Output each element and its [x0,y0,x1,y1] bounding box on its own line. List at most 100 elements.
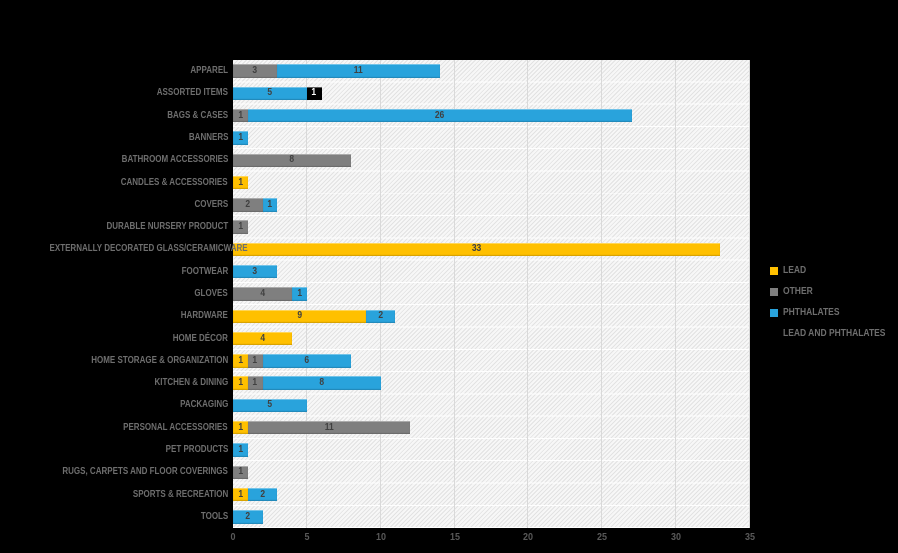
bar-segment-phthalates: 1 [233,443,248,457]
bar-segment-lead: 1 [233,376,248,390]
value-label: 3 [252,265,258,277]
bar-segment-lead: 1 [233,354,248,368]
bar-segment-lead: 1 [233,175,248,190]
value-label: 33 [471,243,482,255]
category-label-text: DURABLE NURSERY PRODUCT [106,221,228,233]
gridline-x-20 [527,60,528,528]
category-label-text: TOOLS [200,510,228,522]
bar-segment-phthalates: 5 [233,398,307,413]
category-label-text: APPAREL [190,65,228,77]
bar-segment-other: 1 [233,108,248,123]
value-label: 2 [378,310,384,322]
bar-segment-lead: 9 [233,309,366,324]
legend-item-other: OTHER [770,282,898,303]
value-label: 1 [238,221,243,233]
bar-row: 8 [233,153,352,168]
bar-segment-lead: 4 [233,331,293,346]
category-label-text: HOME STORAGE & ORGANIZATION [90,354,228,366]
value-label: 6 [304,354,310,366]
bar-segment-lead-and-phthalates: 1 [306,86,322,101]
value-label: 1 [311,87,317,99]
x-axis-tick-label: 25 [597,532,608,543]
bar-row: 1 [233,220,248,234]
category-label: BATHROOM ACCESSORIES [0,155,228,165]
bar-segment-other: 3 [233,64,278,78]
bar-segment-other: 2 [233,198,263,212]
category-label-text: FOOTWEAR [181,265,228,277]
value-label: 1 [297,288,302,299]
category-label: BAGS & CASES [0,110,228,121]
bar-row: 1 26 [233,108,632,123]
bar-row: 1 [233,131,248,145]
value-label: 5 [267,87,273,99]
value-label: 5 [267,399,273,411]
category-label: ASSORTED ITEMS [0,88,228,98]
category-label: EXTERNALLY DECORATED GLASS/CERAMICWARE [0,244,248,254]
x-axis-tick-label: 5 [304,532,310,543]
category-label: BANNERS [0,133,228,143]
value-label: 2 [260,488,265,500]
value-label: 1 [238,444,243,455]
bar-row: 3 11 [233,64,440,78]
bar-segment-phthalates: 2 [365,309,396,324]
bar-segment-phthalates: 6 [262,354,352,368]
bar-row: 5 [233,398,307,413]
x-axis-tick-label: 20 [523,532,534,543]
category-label-text: BANNERS [188,132,228,143]
bar-segment-other: 11 [247,420,411,435]
legend-label: LEAD [783,265,807,277]
value-label: 1 [238,354,243,366]
bar-segment-phthalates: 2 [233,510,263,524]
gridline-x-15 [454,60,455,528]
bar-row: 1 [233,443,248,457]
bar-row: 1 11 [233,420,411,435]
bar-row: 2 [233,510,263,524]
plot-area: 3 11 5 1 1 26 1 8 1 2 1 1 33 3 4 1 9 2 4 1 1 6 1 1 8 5 1 11 1 1 1 2 2 [233,60,750,528]
value-label: 1 [252,377,258,389]
category-label-text: PERSONAL ACCESSORIES [123,421,228,433]
category-label-text: RUGS, CARPETS AND FLOOR COVERINGS [62,466,229,478]
bar-segment-other: 1 [247,376,263,390]
bar-segment-phthalates: 8 [262,376,381,390]
bar-row: 4 [233,331,293,346]
value-label: 1 [238,466,243,478]
bar-segment-other: 1 [247,354,263,368]
legend-swatch-icon [770,308,778,317]
category-label: CANDLES & ACCESSORIES [0,176,228,188]
bar-segment-lead: 33 [233,242,721,257]
bar-segment-other: 8 [233,153,352,168]
value-label: 1 [238,109,243,121]
category-label: HOME STORAGE & ORGANIZATION [0,354,228,366]
value-label: 1 [267,198,273,210]
category-label-text: PACKAGING [179,399,228,411]
category-label: PACKAGING [0,400,228,410]
category-label: RUGS, CARPETS AND FLOOR COVERINGS [0,466,229,478]
value-label: 4 [260,288,265,299]
category-label-text: COVERS [194,198,228,210]
value-label: 1 [238,176,243,188]
x-axis-tick-label: 10 [375,532,386,543]
bar-row: 1 [233,175,248,190]
category-label-text: CANDLES & ACCESSORIES [121,176,228,188]
gridline-x-10 [380,60,381,528]
value-label: 4 [260,332,265,344]
value-label: 3 [252,65,258,77]
bar-segment-phthalates: 11 [277,64,440,78]
category-label-text: HARDWARE [180,310,228,322]
legend-item-lead-and-phthalates: LEAD AND PHTHALATES [770,323,898,344]
bar-row: 3 [233,264,278,279]
legend-item-phthalates: PHTHALATES [770,303,898,324]
category-label-text: ASSORTED ITEMS [156,87,228,99]
category-label-text: EXTERNALLY DECORATED GLASS/CERAMICWARE [49,243,248,255]
value-label: 1 [252,354,258,366]
x-axis-tick-label: 35 [744,532,756,543]
category-label-text: BATHROOM ACCESSORIES [121,154,228,166]
legend-swatch-icon [770,267,778,276]
value-label: 8 [319,377,324,389]
gridline-x-30 [675,60,676,528]
